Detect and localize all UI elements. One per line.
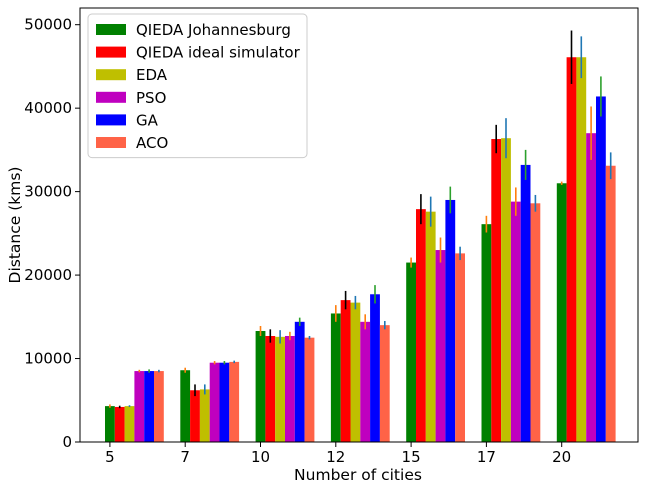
- legend: QIEDA Johannesburg QIEDA ideal simulator E…: [87, 13, 308, 159]
- bar-eda-12: [350, 302, 361, 442]
- bar-pso-10: [285, 336, 295, 442]
- legend-label: QIEDA Johannesburg: [136, 21, 291, 39]
- legend-label: GA: [136, 111, 159, 129]
- error-bars-layer: [109, 30, 612, 409]
- legend-swatch: [96, 46, 126, 58]
- bar-aco-20: [605, 165, 616, 443]
- bar-pso-7: [209, 362, 220, 442]
- legend-label: ACO: [136, 134, 168, 152]
- x-tick-label: 15: [402, 448, 421, 466]
- bar-eda-17: [501, 138, 511, 442]
- y-tick-label: 50000: [24, 16, 72, 34]
- x-tick-label: 12: [326, 448, 345, 466]
- bar-qieda-ideal-simulator-5: [114, 406, 125, 442]
- y-axis-title: Distance (kms): [6, 167, 24, 284]
- bar-aco-12: [379, 325, 390, 442]
- bar-qieda-johannesburg-10: [255, 331, 266, 442]
- bar-aco-10: [304, 337, 315, 442]
- bar-ga-15: [445, 199, 456, 442]
- x-tick-label: 17: [477, 448, 496, 466]
- y-tick-label: 40000: [24, 99, 72, 117]
- x-tick-label: 5: [105, 448, 115, 466]
- bar-pso-20: [586, 133, 596, 442]
- bar-aco-17: [530, 203, 541, 442]
- legend-box: [87, 13, 308, 159]
- bar-qieda-johannesburg-7: [180, 370, 191, 442]
- bar-eda-5: [124, 406, 135, 442]
- bar-qieda-johannesburg-15: [406, 262, 416, 442]
- bar-qieda-johannesburg-20: [556, 183, 567, 442]
- bar-ga-17: [520, 164, 531, 442]
- y-tick-label: 30000: [24, 183, 72, 201]
- bar-pso-15: [435, 250, 446, 442]
- bar-qieda-johannesburg-17: [481, 224, 492, 442]
- legend-label: EDA: [136, 66, 168, 84]
- plot-frame: [79, 7, 639, 443]
- bar-eda-20: [576, 57, 587, 443]
- bar-ga-12: [370, 294, 380, 442]
- x-tick-label: 10: [251, 448, 270, 466]
- bar-eda-15: [425, 211, 436, 442]
- legend-swatch: [96, 137, 126, 148]
- legend-swatch: [96, 24, 126, 35]
- y-tick-label: 0: [62, 433, 72, 451]
- bar-ga-20: [596, 96, 606, 442]
- y-tick-label: 20000: [24, 266, 72, 284]
- bar-pso-17: [510, 201, 521, 442]
- bar-aco-5: [154, 371, 164, 442]
- legend-swatch: [96, 114, 126, 126]
- y-tick-label: 10000: [24, 350, 72, 368]
- legend-swatch: [96, 91, 126, 103]
- x-tick-label: 20: [552, 448, 571, 466]
- bars-layer: [105, 57, 616, 443]
- bar-ga-7: [219, 362, 230, 442]
- bar-eda-7: [199, 389, 210, 442]
- legend-label: QIEDA ideal simulator: [136, 44, 301, 62]
- bar-qieda-johannesburg-5: [105, 406, 115, 442]
- bar-qieda-ideal-simulator-7: [190, 390, 200, 442]
- x-tick-label: 7: [180, 448, 190, 466]
- bar-qieda-ideal-simulator-15: [416, 209, 426, 442]
- bar-qieda-ideal-simulator-12: [340, 300, 351, 442]
- bar-qieda-ideal-simulator-17: [491, 139, 502, 442]
- bar-qieda-ideal-simulator-10: [265, 336, 276, 442]
- bar-qieda-johannesburg-12: [330, 313, 341, 442]
- bar-pso-12: [360, 321, 371, 442]
- x-axis-title: Number of cities: [294, 466, 422, 484]
- bar-aco-7: [229, 361, 240, 442]
- legend-label: PSO: [136, 89, 166, 107]
- y-axis: 0 10000 20000 30000 40000 50000: [24, 16, 80, 451]
- bar-ga-10: [294, 321, 305, 442]
- bar-eda-10: [275, 336, 285, 442]
- x-axis: 5 7 10 12 15 17 20: [105, 442, 571, 466]
- bar-qieda-ideal-simulator-20: [566, 57, 577, 443]
- bar-ga-5: [144, 371, 154, 442]
- bar-pso-5: [134, 371, 145, 442]
- bar-aco-15: [455, 253, 465, 442]
- legend-swatch: [96, 69, 126, 81]
